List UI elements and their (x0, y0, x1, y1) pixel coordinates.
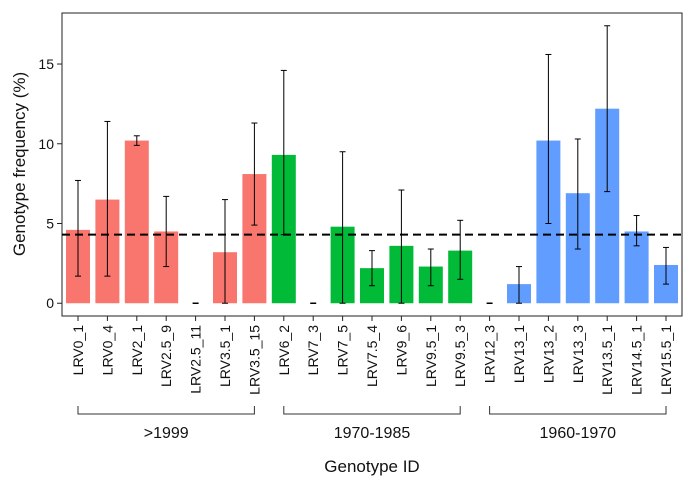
error-bar (604, 25, 611, 193)
x-tick-label: LRV7_3 (305, 325, 321, 376)
y-tick-label: 0 (46, 295, 54, 311)
bar (124, 140, 149, 304)
error-bar (398, 189, 405, 304)
x-tick-label: LRV2_1 (129, 325, 145, 376)
error-bar (104, 120, 111, 277)
error-bar (369, 250, 375, 287)
error-bar (663, 246, 669, 285)
error-bar (339, 151, 346, 304)
error-bar (457, 219, 464, 280)
x-axis: LRV0_1 LRV0_4 LRV2_1 LRV2.5_9 LRV2.5_11 LRV3.… (70, 316, 674, 395)
error-bar (222, 199, 228, 304)
x-tick-label: LRV2.5_9 (158, 325, 174, 387)
x-tick-label: LRV0_1 (70, 325, 86, 376)
x-tick-label: LRV13_2 (540, 325, 556, 383)
x-tick-label: LRV2.5_11 (188, 325, 204, 394)
x-tick-label: LRV7_5 (335, 325, 351, 376)
x-tick-label: LRV13_3 (570, 325, 586, 383)
group-bracket: >1999 (77, 406, 255, 442)
group-label: 1960-1970 (540, 425, 617, 442)
x-tick-label: LRV9.5_3 (452, 325, 468, 387)
x-tick-label: LRV13_1 (511, 325, 527, 383)
y-axis-title: Genotype frequency (%) (10, 72, 29, 256)
group-bracket: 1960-1970 (489, 406, 667, 442)
error-bar (633, 215, 640, 247)
x-tick-label: LRV3.5_15 (246, 325, 262, 395)
error-bar (574, 138, 581, 250)
x-tick-label: LRV13.5_1 (599, 325, 615, 395)
x-axis-title: Genotype ID (324, 457, 419, 476)
x-tick-label: LRV12_3 (482, 325, 498, 383)
group-label: >1999 (144, 425, 189, 442)
error-bar (75, 179, 81, 277)
error-bar (251, 122, 258, 226)
group-label: 1970-1985 (334, 425, 411, 442)
x-tick-label: LRV15.5_1 (658, 325, 674, 395)
x-tick-label: LRV14.5_1 (629, 325, 645, 395)
x-tick-label: LRV9.5_1 (423, 325, 439, 387)
group-brackets: >1999 1970-1985 1960-1970 (77, 406, 667, 442)
error-bar (516, 266, 522, 304)
x-tick-label: LRV7.5_4 (364, 325, 380, 387)
group-bracket: 1970-1985 (283, 406, 461, 442)
error-bar (427, 248, 434, 287)
x-tick-label: LRV3.5_1 (217, 325, 233, 387)
error-bars (75, 25, 669, 304)
error-bar (545, 53, 552, 225)
y-tick-label: 15 (38, 56, 54, 72)
x-tick-label: LRV0_4 (99, 325, 115, 376)
y-axis: 0 5 10 15 (38, 56, 62, 311)
y-tick-label: 10 (38, 136, 54, 152)
x-tick-label: LRV9_6 (393, 325, 409, 376)
error-bar (133, 135, 140, 146)
error-bar (163, 195, 170, 268)
y-tick-label: 5 (46, 216, 54, 232)
x-tick-label: LRV6_2 (276, 325, 292, 376)
